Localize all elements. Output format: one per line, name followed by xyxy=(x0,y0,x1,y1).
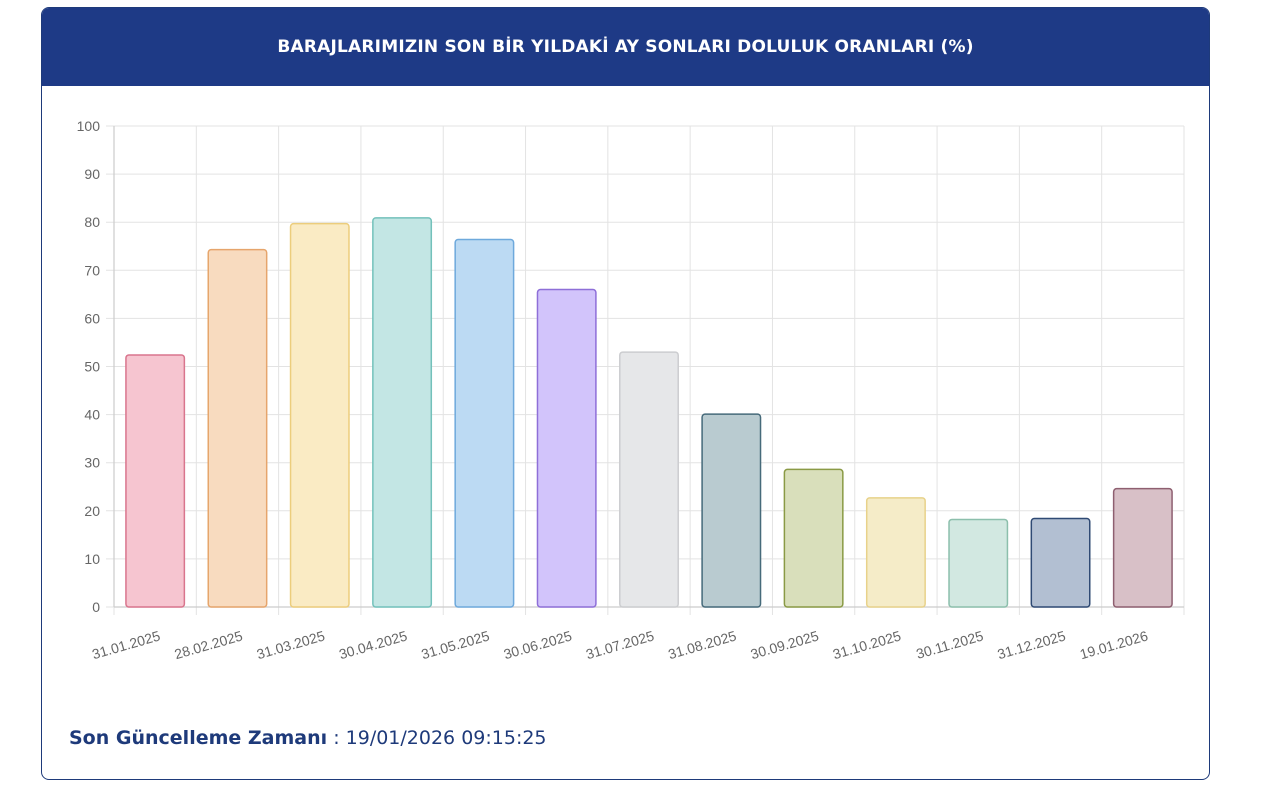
last-update-label: Son Güncelleme Zamanı xyxy=(69,727,328,749)
chart-card: BARAJLARIMIZIN SON BİR YILDAKİ AY SONLAR… xyxy=(41,7,1210,780)
chart-title: BARAJLARIMIZIN SON BİR YILDAKİ AY SONLAR… xyxy=(277,37,974,57)
last-update-value: 19/01/2026 09:15:25 xyxy=(345,727,547,749)
last-update-separator: : xyxy=(327,727,346,749)
card-header: BARAJLARIMIZIN SON BİR YILDAKİ AY SONLAR… xyxy=(42,8,1209,86)
last-update: Son Güncelleme Zamanı : 19/01/2026 09:15… xyxy=(69,727,547,749)
